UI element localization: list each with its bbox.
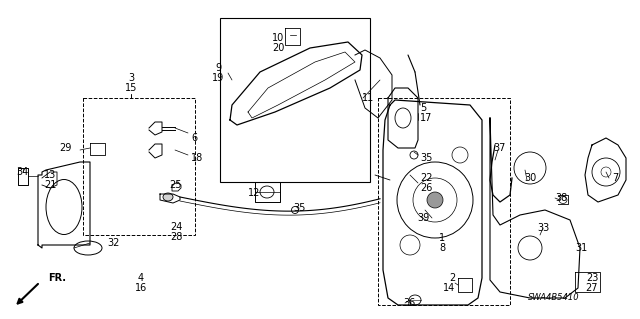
Text: 31: 31 xyxy=(575,243,588,253)
Text: 14: 14 xyxy=(443,283,455,293)
Text: 3: 3 xyxy=(128,73,134,83)
Text: 35: 35 xyxy=(420,153,433,163)
Text: 39: 39 xyxy=(418,213,430,223)
Text: 25: 25 xyxy=(170,180,182,190)
Text: 33: 33 xyxy=(537,223,549,233)
Text: 37: 37 xyxy=(494,143,506,153)
Text: FR.: FR. xyxy=(48,273,66,283)
Text: 2: 2 xyxy=(449,273,455,283)
Text: 32: 32 xyxy=(108,238,120,248)
Text: 17: 17 xyxy=(420,113,433,123)
Text: 26: 26 xyxy=(420,183,433,193)
Bar xyxy=(378,98,510,305)
Text: 38: 38 xyxy=(555,193,567,203)
Text: 1: 1 xyxy=(439,233,445,243)
Text: 18: 18 xyxy=(191,153,204,163)
Text: 6: 6 xyxy=(191,133,197,143)
Text: 29: 29 xyxy=(60,143,72,153)
Text: 27: 27 xyxy=(586,283,598,293)
Circle shape xyxy=(427,192,443,208)
Text: 11: 11 xyxy=(362,93,374,103)
Text: 20: 20 xyxy=(272,43,284,53)
Ellipse shape xyxy=(163,193,173,201)
Text: 23: 23 xyxy=(586,273,598,283)
Text: 10: 10 xyxy=(272,33,284,43)
Text: 28: 28 xyxy=(170,232,182,242)
Text: 9: 9 xyxy=(215,63,221,73)
Text: 4: 4 xyxy=(138,273,144,283)
Text: 22: 22 xyxy=(420,173,433,183)
Text: 35: 35 xyxy=(293,203,305,213)
Text: SWA4B5410: SWA4B5410 xyxy=(528,293,580,302)
Text: 15: 15 xyxy=(125,83,137,93)
Bar xyxy=(83,98,195,235)
Text: 30: 30 xyxy=(524,173,536,183)
Text: 24: 24 xyxy=(170,222,182,232)
Text: 7: 7 xyxy=(612,173,618,183)
Text: 19: 19 xyxy=(212,73,224,83)
Text: 5: 5 xyxy=(420,103,426,113)
Text: 13: 13 xyxy=(44,170,56,180)
Text: 34: 34 xyxy=(16,167,28,177)
Text: 16: 16 xyxy=(135,283,147,293)
Bar xyxy=(220,18,370,182)
Text: 8: 8 xyxy=(439,243,445,253)
Text: 36: 36 xyxy=(403,298,415,308)
Text: 21: 21 xyxy=(44,180,56,190)
Text: 12: 12 xyxy=(248,188,260,198)
